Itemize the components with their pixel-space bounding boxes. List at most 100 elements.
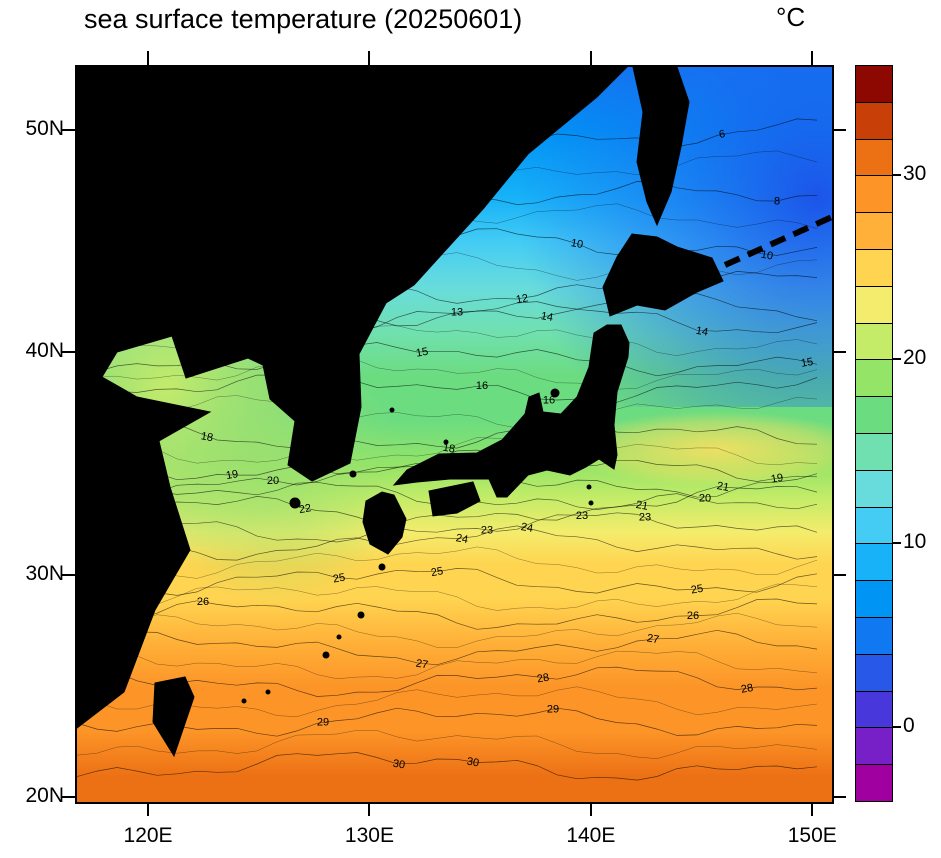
land-masses: [77, 67, 832, 758]
contour-value-label: 29: [547, 703, 559, 715]
colorbar-segment: [856, 691, 892, 729]
contour-value-label: 18: [200, 430, 214, 444]
contour-line: [77, 372, 818, 403]
lat-axis-label: 30N: [25, 561, 64, 585]
colorbar-tick-label: 20: [903, 346, 927, 369]
contour-labels: 6 8 10 10 12 12 13 13 14 14 15 15 16 16 18 18 19 19 20 20 21…: [197, 128, 814, 771]
contour-value-label: 12: [515, 292, 529, 306]
contour-value-label: 28: [536, 672, 550, 686]
colorbar-segment: [856, 213, 892, 250]
land-kuril-islands: [723, 214, 832, 268]
page-title: sea surface temperature (20250601): [84, 4, 523, 34]
land-honshu: [392, 324, 630, 498]
contour-value-label: 15: [800, 356, 814, 370]
colorbar-segment: [856, 176, 892, 214]
island-izu-1: [586, 484, 592, 490]
colorbar-segment: [856, 581, 892, 618]
island-okinawa: [322, 651, 330, 659]
colorbar-tick-label: 30: [903, 162, 927, 186]
lat-tick-left: [61, 351, 75, 354]
lon-tick-bottom: [147, 802, 150, 816]
contour-value-label: 29: [317, 716, 329, 728]
colorbar-segment: [856, 66, 892, 103]
colorbar-tick: [893, 358, 901, 360]
colorbar-segment: [856, 139, 892, 177]
contour-line: [77, 666, 818, 697]
colorbar-segment: [856, 323, 892, 361]
colorbar-tick-label: 0: [903, 713, 915, 737]
land-sakhalin: [632, 67, 690, 227]
lon-tick-bottom: [811, 802, 814, 816]
lon-tick-bottom: [589, 802, 592, 816]
contour-value-label: 24: [455, 532, 469, 546]
contour-value-label: 15: [415, 346, 429, 360]
contour-value-label: 27: [646, 632, 660, 646]
lat-tick-right: [832, 351, 846, 354]
contour-line-minor: [77, 686, 818, 717]
contour-value-label: 20: [267, 475, 279, 487]
contour-value-label: 6: [718, 128, 726, 141]
contour-value-label: 22: [298, 502, 312, 516]
land-kyushu: [362, 491, 407, 555]
lon-tick-top: [811, 51, 814, 65]
contour-value-label: 14: [695, 325, 709, 339]
colorbar-segment: [856, 544, 892, 582]
contour-value-label: 23: [576, 510, 588, 522]
contour-line: [77, 421, 818, 449]
colorbar-segment: [856, 433, 892, 471]
colorbar-tick-label: 10: [903, 529, 927, 553]
contour-value-label: 13: [671, 290, 683, 302]
contour-value-label: 23: [481, 524, 493, 536]
contour-value-label: 23: [639, 511, 651, 523]
contour-value-label: 20: [699, 492, 711, 504]
contour-value-label: 13: [451, 307, 463, 319]
sst-map: 6 8 10 10 12 12 13 13 14 14 15 15 16 16 18 18 19 19 20 20 21…: [77, 67, 832, 802]
lat-axis-label: 20N: [25, 784, 64, 808]
contour-value-label: 16: [543, 395, 555, 407]
contour-value-label: 21: [635, 499, 649, 513]
contour-value-label: 24: [520, 521, 534, 535]
colorbar-tick: [893, 725, 901, 728]
colorbar-segment: [856, 728, 892, 766]
island-jeju: [289, 497, 301, 509]
island-amami: [357, 611, 365, 619]
contour-value-label: 19: [225, 468, 239, 482]
colorbar-segment: [856, 249, 892, 287]
lon-axis-label: 120E: [123, 824, 173, 847]
colorbar-segment: [856, 617, 892, 655]
contour-value-label: 18: [442, 442, 456, 456]
contour-line-minor: [77, 730, 818, 759]
lon-tick-top: [368, 51, 371, 65]
colorbar: [855, 65, 893, 802]
contour-line-minor: [77, 546, 818, 579]
island-ulleung: [389, 407, 395, 413]
contour-line: [77, 525, 818, 561]
island-tanegashima: [378, 563, 386, 571]
colorbar-segment: [856, 397, 892, 434]
contour-line: [77, 752, 818, 781]
map-plot-area: 6 8 10 10 12 12 13 13 14 14 15 15 16 16 18 18 19 19 20 20 21…: [75, 65, 834, 804]
lat-tick-right: [832, 573, 846, 576]
lon-axis-label: 140E: [566, 824, 616, 847]
contour-line: [77, 493, 818, 524]
contour-value-label: 27: [415, 657, 429, 671]
land-hokkaido: [602, 233, 724, 317]
contour-line: [77, 629, 818, 666]
contour-line: [77, 512, 818, 543]
lat-tick-right: [832, 796, 846, 799]
contour-line-minor: [77, 437, 818, 466]
contour-value-label: 26: [197, 596, 209, 608]
contour-value-label: 30: [392, 758, 406, 772]
kuroshio-warm-streak: [567, 411, 832, 487]
contour-line: [77, 598, 818, 630]
contour-value-label: 25: [690, 583, 704, 597]
contour-line-minor: [77, 583, 818, 612]
island-sado: [550, 388, 560, 398]
colorbar-segment: [856, 765, 892, 801]
contour-value-label: 25: [332, 572, 346, 586]
contour-line-minor: [77, 356, 818, 390]
island-izu-2: [588, 500, 594, 506]
colorbar-segment: [856, 102, 892, 140]
lat-axis-label: 50N: [25, 116, 64, 140]
